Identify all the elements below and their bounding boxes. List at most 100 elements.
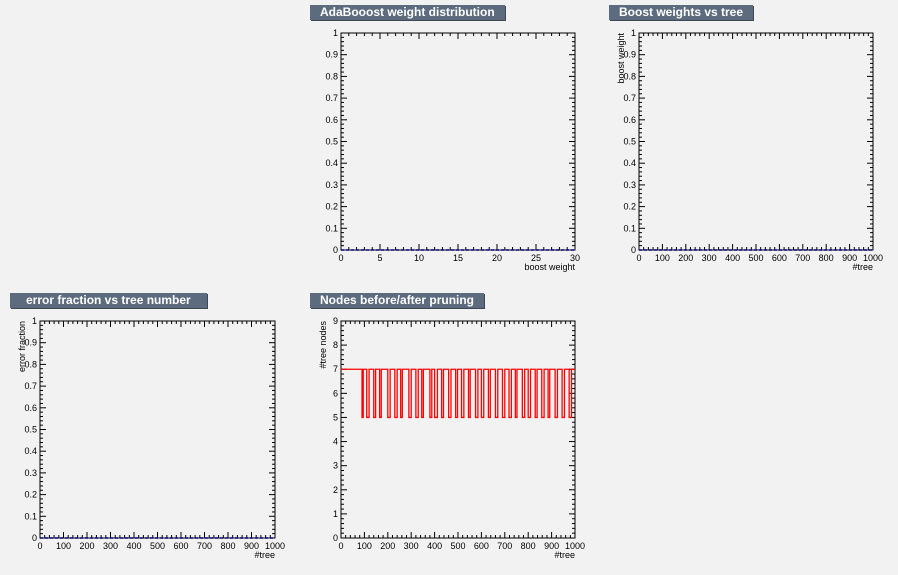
y-tick-label: 0.4 [325,158,338,168]
x-tick-label: 0 [636,253,641,263]
x-tick-label: 200 [678,253,693,263]
x-tick-label: 200 [380,541,395,551]
chart-title: Nodes before/after pruning [310,293,485,308]
y-tick-label: 0.6 [325,115,338,125]
y-tick-label: 0.4 [24,446,37,456]
y-axis-label: error fraction [17,321,27,372]
x-tick-label: 30 [570,253,580,263]
plot-frame [39,320,276,539]
x-tick-label: 200 [79,541,94,551]
x-tick-label: 0 [37,541,42,551]
x-tick-label: 300 [702,253,717,263]
y-tick-label: 0.2 [24,490,37,500]
x-tick-label: 900 [244,541,259,551]
y-tick-label: 7 [333,364,338,374]
y-tick-label: 0 [333,533,338,543]
y-tick-label: 0.8 [325,71,338,81]
y-tick-label: 6 [333,388,338,398]
y-tick-label: 1 [32,316,37,326]
y-tick-label: 0.7 [325,93,338,103]
x-tick-label: 400 [725,253,740,263]
x-tick-label: 500 [450,541,465,551]
y-axis-label: #tree nodes [318,321,328,369]
y-tick-label: 0.5 [623,137,636,147]
y-tick-label: 0.9 [623,50,636,60]
x-axis-label: boost weight [524,262,575,272]
y-tick-label: 0.7 [24,381,37,391]
y-tick-label: 0.5 [325,137,338,147]
x-tick-label: 1000 [565,541,585,551]
plot-frame [340,320,576,539]
y-tick-label: 0.5 [24,425,37,435]
x-tick-label: 300 [103,541,118,551]
x-tick-label: 800 [819,253,834,263]
x-tick-label: 100 [357,541,372,551]
x-tick-label: 400 [427,541,442,551]
x-tick-label: 700 [197,541,212,551]
x-tick-label: 500 [748,253,763,263]
y-tick-label: 0.9 [24,338,37,348]
y-tick-label: 0.2 [325,202,338,212]
x-axis-label: #tree [852,262,873,272]
y-tick-label: 0.3 [623,180,636,190]
y-tick-label: 1 [631,28,636,38]
x-tick-label: 0 [338,253,343,263]
y-tick-label: 8 [333,340,338,350]
x-tick-label: 1000 [863,253,883,263]
x-tick-label: 20 [492,253,502,263]
chart-title: AdaBooost weight distribution [310,5,505,20]
x-tick-label: 1000 [265,541,285,551]
y-tick-label: 0.2 [623,202,636,212]
x-tick-label: 600 [173,541,188,551]
y-tick-label: 0.9 [325,50,338,60]
x-tick-label: 0 [338,541,343,551]
x-axis-label: #tree [554,550,575,560]
y-tick-label: 0.6 [24,403,37,413]
x-tick-label: 600 [474,541,489,551]
x-tick-label: 400 [126,541,141,551]
x-tick-label: 700 [795,253,810,263]
y-tick-label: 9 [333,316,338,326]
y-tick-label: 0.1 [623,223,636,233]
y-tick-label: 1 [333,28,338,38]
x-tick-label: 100 [655,253,670,263]
x-tick-label: 600 [772,253,787,263]
x-tick-label: 900 [842,253,857,263]
y-tick-label: 0.1 [24,511,37,521]
x-tick-label: 700 [497,541,512,551]
x-tick-label: 900 [544,541,559,551]
x-axis-label: #tree [254,550,275,560]
plot-frame [638,32,874,251]
x-tick-label: 500 [150,541,165,551]
y-tick-label: 0 [631,245,636,255]
y-tick-label: 1 [333,509,338,519]
y-tick-label: 3 [333,461,338,471]
x-tick-label: 25 [531,253,541,263]
y-tick-label: 4 [333,437,338,447]
y-tick-label: 0.3 [24,468,37,478]
y-tick-label: 0.4 [623,158,636,168]
x-tick-label: 300 [404,541,419,551]
plot-frame [340,32,576,251]
x-tick-label: 10 [414,253,424,263]
y-tick-label: 0.8 [24,359,37,369]
y-tick-label: 2 [333,485,338,495]
x-tick-label: 5 [377,253,382,263]
y-tick-label: 0.6 [623,115,636,125]
chart-title: error fraction vs tree number [10,293,207,308]
x-tick-label: 100 [56,541,71,551]
y-axis-label: boost weight [616,33,626,84]
y-tick-label: 0 [333,245,338,255]
x-tick-label: 15 [453,253,463,263]
x-tick-label: 800 [521,541,536,551]
x-tick-label: 800 [220,541,235,551]
y-tick-label: 5 [333,412,338,422]
